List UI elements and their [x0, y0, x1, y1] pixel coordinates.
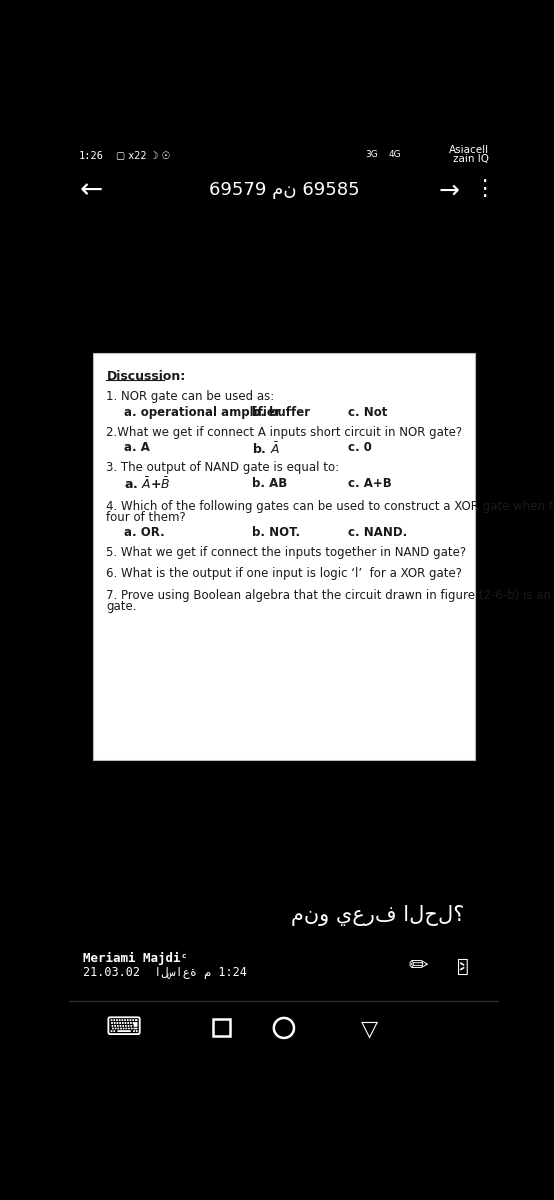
Text: 1. NOR gate can be used as:: 1. NOR gate can be used as: — [106, 390, 275, 403]
Text: ←: ← — [79, 176, 102, 204]
Text: ✏: ✏ — [408, 954, 428, 978]
Text: ⋮: ⋮ — [473, 179, 495, 199]
Text: Meriami Majdiᶜ: Meriami Majdiᶜ — [83, 952, 188, 965]
Text: 3G: 3G — [365, 150, 378, 160]
Text: 7. Prove using Boolean algebra that the circuit drawn in figure (2-6-b) is an XO: 7. Prove using Boolean algebra that the … — [106, 589, 554, 602]
Text: a. A: a. A — [124, 442, 150, 455]
Text: 4G: 4G — [388, 150, 401, 160]
Text: 4. Which of the following gates can be used to construct a XOR gate when there a: 4. Which of the following gates can be u… — [106, 499, 554, 512]
Text: c. Not: c. Not — [348, 406, 388, 419]
Bar — [213, 1019, 230, 1036]
Text: b. buffer: b. buffer — [252, 406, 310, 419]
Text: b. $\bar{A}$: b. $\bar{A}$ — [252, 442, 280, 457]
Text: 21.03.02  الساعة م 1:24: 21.03.02 الساعة م 1:24 — [83, 966, 247, 979]
Text: c. 0: c. 0 — [348, 442, 372, 455]
Text: a. operational amplifier: a. operational amplifier — [124, 406, 280, 419]
Text: Discussion:: Discussion: — [106, 371, 186, 383]
Text: 3. The output of NAND gate is equal to:: 3. The output of NAND gate is equal to: — [106, 461, 340, 474]
Text: ⌨: ⌨ — [105, 1016, 142, 1040]
Text: zain IQ: zain IQ — [453, 155, 489, 164]
Text: four of them?: four of them? — [106, 510, 186, 523]
Text: 6. What is the output if one input is logic ‘l’  for a XOR gate?: 6. What is the output if one input is lo… — [106, 568, 463, 581]
Text: 69579 من 69585: 69579 من 69585 — [209, 181, 359, 199]
Text: gate.: gate. — [106, 600, 137, 613]
Text: c. NAND.: c. NAND. — [348, 526, 408, 539]
Text: ▽: ▽ — [361, 1020, 378, 1039]
Text: b. NOT.: b. NOT. — [252, 526, 300, 539]
Text: →: → — [439, 178, 459, 202]
Text: a. OR.: a. OR. — [124, 526, 164, 539]
Text: a. $\bar{A}$+$\bar{B}$: a. $\bar{A}$+$\bar{B}$ — [124, 476, 170, 492]
Text: 5. What we get if connect the inputs together in NAND gate?: 5. What we get if connect the inputs tog… — [106, 546, 466, 559]
Text: Asiacell: Asiacell — [449, 145, 489, 155]
Bar — [93, 354, 475, 760]
Text: c. A+B: c. A+B — [348, 476, 392, 490]
Text: b. AB: b. AB — [252, 476, 288, 490]
Text: منو يعرف الحل؟: منو يعرف الحل؟ — [291, 905, 464, 926]
Text: ⯅: ⯅ — [457, 956, 469, 976]
Text: 1:26: 1:26 — [79, 150, 104, 161]
Text: ▢ x22 ☽ ☉: ▢ x22 ☽ ☉ — [116, 150, 170, 161]
Text: 2.What we get if connect A inputs short circuit in NOR gate?: 2.What we get if connect A inputs short … — [106, 426, 463, 439]
